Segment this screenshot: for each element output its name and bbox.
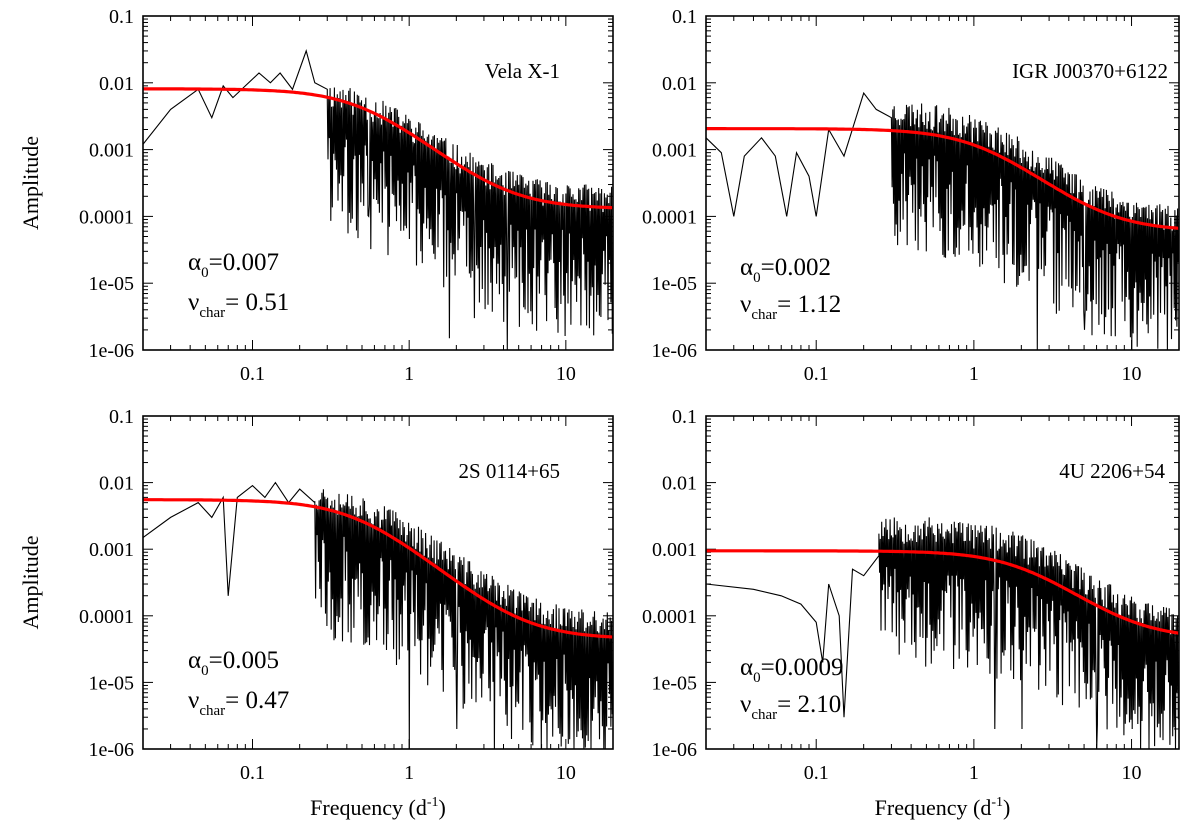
y-tick-label: 0.1 [672,406,697,428]
x-tick-label: 0.1 [804,762,829,784]
alpha-symbol: α [188,647,201,674]
chart-panel-bottom-right: 1e-06 1e-05 0.0001 0.001 0.01 0.1 0.1 1 10 4U 220… [642,406,1179,820]
y-axis-title: Amplitude [18,136,43,230]
nu-value: = 0.51 [225,289,289,316]
y-tick-label: 1e-05 [88,672,134,694]
chart-panel-bottom-left: 1e-06 1e-05 0.0001 0.001 0.01 0.1 0.1 1 10 2S 011… [18,406,613,820]
x-tick-label: 1 [404,363,414,385]
y-tick-label: 0.1 [109,406,134,428]
alpha-value: =0.0009 [761,654,844,681]
source-name-label: 4U 2206+54 [1059,459,1165,483]
source-name-label: Vela X-1 [485,59,560,83]
x-tick-label: 10 [556,762,576,784]
nu-value: = 2.10 [777,691,841,718]
alpha-value: =0.005 [209,647,279,674]
nu-subscript: char [751,307,777,323]
y-tick-label: 1e-05 [651,672,697,694]
y-tick-label: 0.001 [652,539,697,561]
nu-char-annotation: νchar= 0.47 [188,687,289,719]
y-tick-label: 0.01 [99,473,134,495]
nu-subscript: char [199,305,225,321]
y-tick-label: 0.0001 [642,606,697,628]
x-axis-title-close: ) [1003,795,1010,820]
nu-symbol: ν [740,291,751,318]
x-axis-title: Frequency (d-1) [310,795,446,820]
nu-char-annotation: νchar= 0.51 [188,289,289,321]
y-tick-label: 1e-06 [88,340,134,362]
x-axis-title: Frequency (d-1) [875,795,1011,820]
nu-symbol: ν [188,289,199,316]
y-tick-label: 1e-06 [88,739,134,761]
alpha0-annotation: α0=0.005 [188,647,279,679]
alpha-subscript: 0 [753,670,761,686]
alpha0-annotation: α0=0.0009 [740,654,843,686]
x-axis-title-main: Frequency (d [310,795,427,820]
nu-subscript: char [199,703,225,719]
x-tick-label: 1 [969,363,979,385]
x-tick-label: 10 [556,363,576,385]
y-tick-label: 0.001 [89,539,134,561]
x-axis-title-main: Frequency (d [875,795,992,820]
y-tick-label: 0.1 [109,6,134,28]
alpha0-annotation: α0=0.007 [188,249,279,281]
x-tick-label: 1 [969,762,979,784]
nu-char-annotation: νchar= 2.10 [740,691,841,723]
x-tick-label: 0.1 [804,363,829,385]
nu-subscript: char [751,707,777,723]
chart-panel-top-left: 1e-06 1e-05 0.0001 0.001 0.01 0.1 0.1 1 10 Vela X… [18,6,613,385]
y-tick-label: 0.0001 [79,606,134,628]
nu-value: = 0.47 [225,687,289,714]
x-tick-label: 10 [1122,363,1142,385]
alpha-subscript: 0 [753,270,761,286]
x-tick-label: 0.1 [240,363,265,385]
x-axis-title-superscript: -1 [991,795,1003,810]
y-tick-label: 0.1 [672,6,697,28]
figure-canvas: 1e-061e-050.00010.0010.010.10.1 1 10Vela X… [0,0,1200,836]
nu-symbol: ν [740,691,751,718]
alpha-symbol: α [188,249,201,276]
alpha0-annotation: α0=0.002 [740,254,831,286]
x-tick-label: 10 [1122,762,1142,784]
alpha-value: =0.002 [761,254,831,281]
alpha-subscript: 0 [201,265,209,281]
x-axis-title-superscript: -1 [427,795,439,810]
nu-char-annotation: νchar= 1.12 [740,291,841,323]
y-tick-label: 1e-05 [651,273,697,295]
y-axis-title: Amplitude [18,535,43,629]
y-tick-label: 0.0001 [79,206,134,228]
alpha-value: =0.007 [209,249,279,276]
y-tick-label: 1e-05 [88,273,134,295]
nu-symbol: ν [188,687,199,714]
x-axis-title-close: ) [439,795,446,820]
y-tick-label: 0.001 [652,140,697,162]
y-tick-label: 0.01 [99,73,134,95]
source-name-label: IGR J00370+6122 [1012,59,1168,83]
y-tick-label: 1e-06 [651,739,697,761]
y-tick-label: 0.01 [662,73,697,95]
chart-panel-top-right: 1e-06 1e-05 0.0001 0.001 0.01 0.1 0.1 1 10 IGR J0… [642,6,1179,385]
x-tick-label: 0.1 [240,762,265,784]
alpha-symbol: α [740,254,753,281]
alpha-symbol: α [740,654,753,681]
nu-value: = 1.12 [777,291,841,318]
y-tick-label: 0.01 [662,473,697,495]
y-tick-label: 0.001 [89,140,134,162]
y-tick-label: 0.0001 [642,206,697,228]
x-tick-label: 1 [404,762,414,784]
alpha-subscript: 0 [201,663,209,679]
y-tick-label: 1e-06 [651,340,697,362]
source-name-label: 2S 0114+65 [459,459,561,483]
